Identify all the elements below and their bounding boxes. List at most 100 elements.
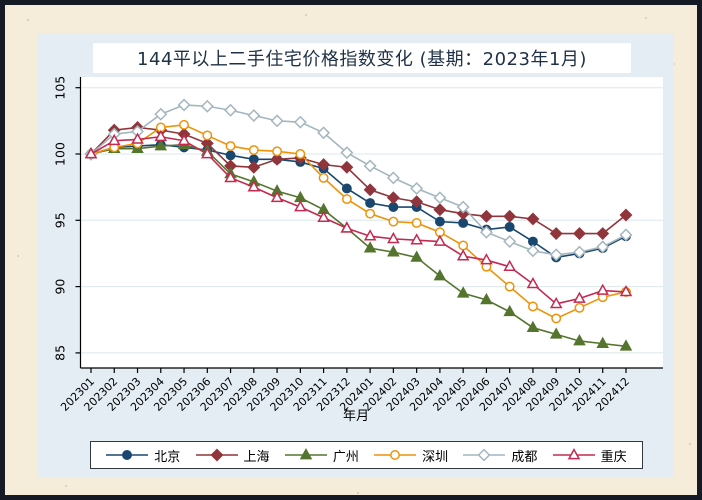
data-point-marker	[479, 225, 493, 239]
data-point-marker	[154, 139, 168, 151]
data-point-marker	[572, 245, 586, 259]
data-point-marker	[456, 286, 470, 298]
legend-marker-sample	[374, 450, 417, 460]
data-point-marker	[458, 240, 469, 251]
data-point-marker	[504, 221, 515, 232]
y-tick-label: 105	[53, 76, 68, 100]
line-chart-plot-area: 8590951001052023012023022023032023042023…	[53, 76, 663, 414]
data-point-marker	[619, 208, 633, 222]
data-point-marker	[479, 209, 493, 223]
data-point-marker	[154, 107, 168, 121]
chart-canvas: 85 90 95 100 105 202301 202302 202303 202304 2023…	[38, 33, 674, 477]
data-point-marker	[387, 231, 400, 244]
data-point-marker	[317, 158, 331, 172]
legend-marker-sample	[106, 450, 149, 460]
legend-marker-sample	[463, 448, 506, 462]
data-point-marker	[363, 229, 377, 241]
data-point-marker	[341, 194, 352, 205]
legend-item-广州: 广州	[284, 446, 359, 465]
data-point-marker	[410, 233, 423, 245]
circle-marker-icon	[390, 450, 401, 460]
y-tick-label: 100	[53, 142, 68, 166]
data-point-marker	[341, 183, 352, 194]
data-point-marker	[318, 172, 329, 183]
circle-marker-icon	[122, 450, 133, 460]
data-point-marker	[433, 203, 447, 217]
data-point-marker	[177, 98, 191, 112]
legend-item-重庆: 重庆	[552, 446, 627, 465]
data-point-marker	[270, 114, 284, 128]
data-point-marker	[179, 119, 189, 130]
data-point-marker	[411, 218, 422, 228]
data-point-marker	[224, 103, 238, 117]
data-point-marker	[503, 209, 517, 223]
data-point-marker	[433, 234, 447, 246]
data-point-marker	[619, 228, 633, 242]
legend-item-上海: 上海	[195, 446, 270, 465]
data-point-marker	[224, 170, 237, 183]
data-point-marker	[247, 180, 261, 192]
legend-label: 成都	[511, 449, 538, 465]
legend-item-深圳: 深圳	[374, 446, 448, 465]
data-point-marker	[410, 250, 423, 262]
legend-item-成都: 成都	[463, 446, 537, 465]
data-point-marker	[317, 210, 330, 222]
data-point-marker	[84, 147, 98, 159]
diamond-marker-icon	[210, 448, 224, 462]
data-point-marker	[526, 277, 540, 289]
data-point-marker	[247, 160, 261, 174]
data-point-marker	[294, 200, 307, 212]
data-point-marker	[340, 160, 354, 174]
data-point-marker	[572, 227, 586, 241]
data-point-marker	[225, 150, 236, 161]
data-point-marker	[549, 227, 563, 241]
legend-label: 重庆	[600, 449, 627, 465]
data-point-marker	[503, 235, 517, 248]
data-point-marker	[200, 99, 214, 113]
data-point-marker	[549, 327, 563, 339]
data-point-marker	[386, 191, 400, 205]
data-point-marker	[272, 146, 283, 157]
data-point-marker	[526, 244, 540, 258]
data-point-marker	[247, 109, 261, 123]
data-point-marker	[549, 248, 563, 262]
triangle-marker-icon	[567, 448, 580, 460]
data-point-marker	[574, 302, 585, 313]
data-point-marker	[270, 190, 284, 203]
data-point-marker	[619, 339, 633, 351]
legend-label: 广州	[332, 449, 359, 465]
data-point-marker	[293, 115, 307, 129]
paper-speckles	[5, 5, 7, 7]
data-point-marker	[225, 141, 236, 151]
data-point-marker	[549, 296, 563, 309]
data-point-marker	[573, 334, 586, 346]
data-point-marker	[456, 249, 470, 261]
data-point-marker	[410, 182, 424, 195]
data-point-marker	[365, 208, 376, 219]
data-point-marker	[503, 259, 516, 272]
y-tick-label: 85	[53, 345, 68, 361]
chart-title: 144平以上二手住宅价格指数变化 (基期：2023年1月)	[93, 43, 631, 73]
legend-marker-sample	[284, 448, 327, 460]
data-point-marker	[201, 147, 214, 159]
legend-marker-sample	[195, 448, 238, 462]
legend-marker-sample	[552, 448, 595, 460]
data-point-marker	[433, 191, 447, 205]
data-point-marker	[503, 304, 516, 317]
data-point-marker	[270, 152, 284, 166]
data-point-marker	[317, 126, 331, 140]
x-axis-title: 年月	[342, 409, 369, 424]
data-point-marker	[248, 145, 259, 155]
data-point-marker	[480, 292, 493, 305]
legend-label: 深圳	[422, 449, 449, 465]
data-point-marker	[387, 245, 400, 257]
data-point-marker	[363, 159, 377, 173]
data-point-marker	[131, 132, 144, 144]
data-point-marker	[596, 240, 610, 254]
diamond-marker-icon	[477, 448, 491, 462]
plot-background	[80, 77, 663, 368]
data-point-marker	[527, 301, 538, 312]
data-point-marker	[434, 216, 445, 227]
legend-item-北京: 北京	[106, 446, 180, 465]
